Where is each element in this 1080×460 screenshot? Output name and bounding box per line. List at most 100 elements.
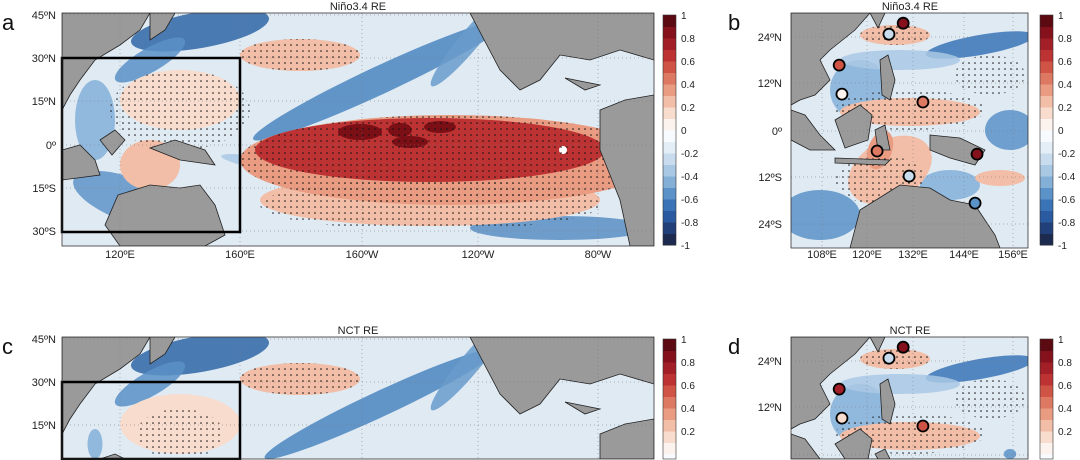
colorbar-tick-label: 0.4 <box>1058 404 1072 415</box>
station-marker <box>902 169 916 183</box>
colorbar-segment <box>663 49 676 62</box>
colorbar-tick-label: -1 <box>1058 241 1067 252</box>
colorbar-segment <box>663 95 676 108</box>
colorbar-segment <box>1040 72 1053 85</box>
lat-tick-label: 45ºN <box>32 10 56 22</box>
negative-anomaly-region <box>1003 449 1017 459</box>
colorbar-tick-label: -0.2 <box>1058 149 1076 160</box>
map-frame <box>61 12 655 247</box>
colorbar-segment <box>1040 362 1053 374</box>
land-mass <box>834 428 873 459</box>
map-frame <box>61 336 655 460</box>
colorbar-segment <box>663 373 676 386</box>
lon-tick-label: 80ºW <box>585 249 612 261</box>
colorbar-tick-label: 0.4 <box>1058 80 1072 91</box>
land-mass <box>791 13 871 106</box>
colorbar-tick-label: 0 <box>681 126 687 137</box>
station-marker <box>832 58 846 72</box>
colorbar-frame <box>662 338 677 460</box>
colorbar-segment <box>1040 61 1053 73</box>
colorbar-tick-label: 0.2 <box>1058 103 1072 114</box>
colorbar-segment <box>663 84 676 96</box>
colorbar-segment <box>1040 454 1053 459</box>
land-mass <box>469 13 654 91</box>
significance-stippling <box>835 90 985 130</box>
lat-tick-label: 12ºN <box>758 78 782 90</box>
land-mass <box>791 337 871 430</box>
colorbar-tick-label: -0.6 <box>681 195 699 206</box>
lat-tick-label: 30ºN <box>32 377 56 389</box>
negative-anomaly-region <box>252 19 508 141</box>
colorbar-segment <box>1040 222 1053 234</box>
panel-title: Niño3.4 RE <box>882 1 938 13</box>
lat-tick-label: 24ºN <box>758 356 782 368</box>
panel-title: NCT RE <box>338 325 379 337</box>
colorbar-segment <box>663 362 676 374</box>
negative-anomaly-region <box>114 37 186 83</box>
colorbar-segment <box>1040 396 1053 409</box>
colorbar-tick-label: 0.6 <box>1058 381 1072 392</box>
station-marker <box>882 27 896 41</box>
colorbar-segment <box>663 61 676 73</box>
map-pacific <box>62 337 654 459</box>
land-mass <box>62 337 151 435</box>
colorbar-tick-label: 0.6 <box>1058 57 1072 68</box>
colorbar-segment <box>663 141 676 154</box>
colorbar-segment <box>1040 84 1053 96</box>
colorbar-segment <box>1040 107 1053 119</box>
land-mass <box>564 77 602 91</box>
panel-letter: b <box>728 10 740 35</box>
colorbar-segment <box>663 210 676 223</box>
station-marker <box>968 196 982 210</box>
colorbar-tick-label: 0.2 <box>1058 427 1072 438</box>
colorbar-segment <box>663 233 676 246</box>
colorbar-segment <box>663 164 676 177</box>
land-mass <box>869 13 886 29</box>
colorbar-tick-label: 0.4 <box>681 404 695 415</box>
map-frame <box>790 336 1029 460</box>
significance-stippling <box>260 180 600 230</box>
lat-tick-label: 30ºS <box>32 226 56 238</box>
colorbar-segment <box>1040 199 1053 211</box>
land-mass <box>834 157 891 166</box>
lon-tick-label: 132ºE <box>898 249 928 261</box>
significance-stippling <box>110 70 250 150</box>
colorbar-segment <box>1040 95 1053 108</box>
colorbar-tick-label: -0.4 <box>681 172 699 183</box>
colorbar-frame <box>1039 338 1054 460</box>
colorbar-tick-label: -1 <box>681 241 690 252</box>
colorbar-segment <box>1040 38 1053 50</box>
colorbar-tick-label: 0.8 <box>1058 34 1072 45</box>
lon-tick-label: 160ºE <box>225 249 255 261</box>
colorbar-tick-label: 0.6 <box>681 57 695 68</box>
lon-tick-label: 160ºW <box>346 249 379 261</box>
lat-tick-label: 0º <box>46 140 56 152</box>
lon-tick-label: 120ºE <box>105 249 135 261</box>
station-marker <box>870 144 884 158</box>
colorbar-frame <box>662 14 677 246</box>
land-mass <box>879 54 896 101</box>
colorbar-segment <box>1040 164 1053 177</box>
colorbar-tick-label: -0.8 <box>1058 218 1076 229</box>
panel-d: NCT RE d 24ºN 12ºN 1 0.8 0.6 0.4 0.2 <box>728 325 1072 460</box>
significance-stippling <box>835 414 985 454</box>
panel-c: NCT RE c 45ºN 30ºN 15ºN 1 0.8 0.6 0.4 0.2 <box>2 325 695 460</box>
colorbar-segment <box>663 118 676 131</box>
colorbar: 1 0.8 0.6 0.4 0.2 0 -0.2 -0.4 -0.6 -0.8 -1 <box>1039 11 1076 252</box>
colorbar-segment <box>663 130 676 142</box>
lat-tick-label: 12ºS <box>758 172 782 184</box>
station-marker <box>882 351 896 365</box>
colorbar-segment <box>663 72 676 85</box>
station-marker <box>916 95 930 109</box>
station-marker <box>896 16 910 30</box>
colorbar-segment <box>663 26 676 39</box>
colorbar-tick-label: 1 <box>1058 335 1064 346</box>
colorbar-segment <box>663 339 676 351</box>
land-mass <box>791 433 835 459</box>
lat-tick-label: 15ºS <box>32 183 56 195</box>
negative-anomaly-region <box>264 349 496 459</box>
significance-stippling <box>240 115 654 205</box>
station-marker <box>896 340 910 354</box>
negative-anomaly-region <box>925 355 1028 383</box>
negative-anomaly-region <box>985 110 1028 150</box>
